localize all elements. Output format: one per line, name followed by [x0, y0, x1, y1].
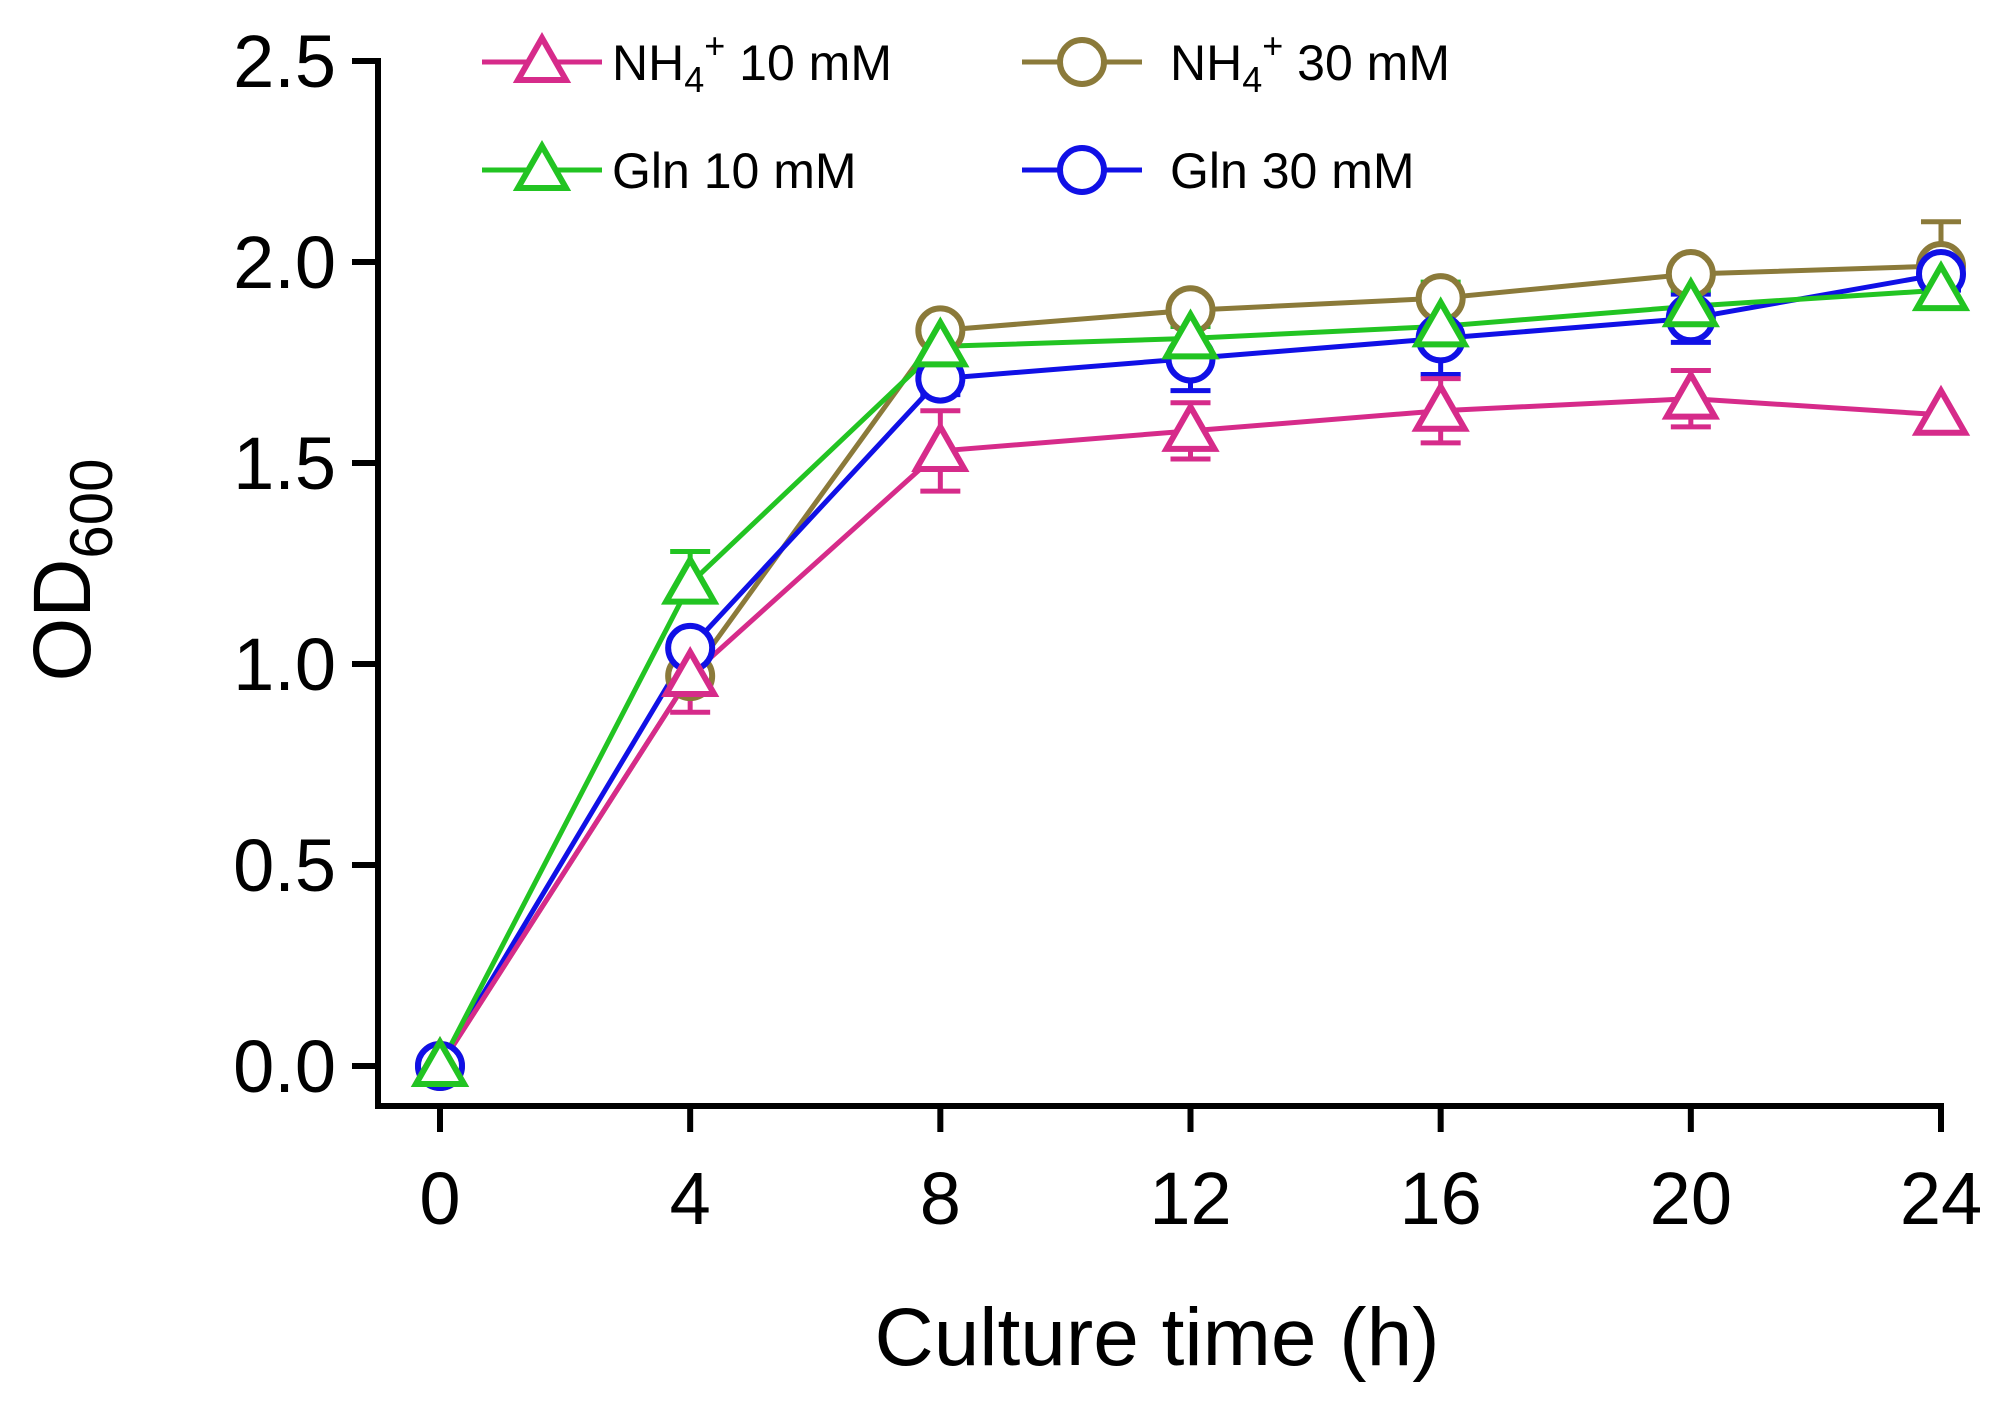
- legend-item: Gln 10 mM: [482, 139, 857, 199]
- legend-label-subscript: 4: [1242, 59, 1262, 100]
- data-point: [660, 553, 720, 605]
- data-point: [1911, 260, 1971, 312]
- legend-label: Gln 10 mM: [612, 143, 857, 199]
- legend-marker: [1057, 37, 1107, 87]
- legend-marker: [1057, 145, 1107, 195]
- x-tick-label: 16: [1400, 1157, 1482, 1240]
- legend-marker: [512, 139, 572, 191]
- legend-label-superscript: +: [704, 25, 725, 66]
- y-tick-label: 1.5: [233, 422, 336, 505]
- data-point: [1161, 308, 1220, 360]
- y-axis-title-main: OD: [17, 559, 108, 682]
- legend-label: NH4+ 30 mM: [1170, 25, 1450, 100]
- data-point: [1661, 276, 1721, 328]
- x-tick-label: 12: [1149, 1157, 1231, 1240]
- legend-label-subscript: 4: [684, 59, 704, 100]
- legend-item: NH4+ 10 mM: [482, 25, 892, 100]
- series-markers: [410, 241, 1971, 1091]
- x-tick-label: 0: [419, 1157, 460, 1240]
- legend-label-main: Gln 30 mM: [1170, 143, 1415, 199]
- data-point: [410, 1035, 470, 1087]
- legend-label: Gln 30 mM: [1170, 143, 1415, 199]
- data-point: [1411, 296, 1470, 348]
- axes: 0.0 0.5 1.0 1.5 2.0 2.5 0 4 8 12 16 20 24: [233, 20, 1982, 1240]
- data-point: [660, 646, 720, 698]
- x-tick-label: 8: [920, 1157, 961, 1240]
- y-tick-label: 0.0: [233, 1025, 336, 1108]
- legend-item: NH4+ 30 mM: [1022, 25, 1450, 100]
- y-tick-label: 2.5: [233, 20, 336, 103]
- data-point: [1411, 380, 1470, 432]
- y-tick-label: 1.0: [233, 623, 336, 706]
- legend-label: NH4+ 10 mM: [612, 25, 892, 100]
- data-point: [911, 420, 970, 472]
- data-point: [1911, 384, 1971, 436]
- legend-label-main: NH: [612, 35, 684, 91]
- data-point: [911, 316, 970, 368]
- x-tick-label: 4: [670, 1157, 711, 1240]
- y-axis-title: OD600: [17, 458, 125, 681]
- y-tick-label: 0.5: [233, 824, 336, 907]
- y-tick-label: 2.0: [233, 221, 336, 304]
- axis-titles: Culture time (h) OD600: [17, 458, 1440, 1383]
- legend-marker: [512, 31, 572, 83]
- legend-label-superscript: +: [1262, 25, 1283, 66]
- legend-label-rest: 10 mM: [725, 35, 892, 91]
- legend-item: Gln 30 mM: [1022, 143, 1415, 199]
- legend-label-main: Gln 10 mM: [612, 143, 857, 199]
- x-tick-label: 20: [1650, 1157, 1732, 1240]
- x-axis-title: Culture time (h): [874, 1292, 1439, 1383]
- error-bars: [670, 219, 1961, 715]
- series-line: [437, 396, 1942, 1068]
- data-point: [1161, 400, 1220, 452]
- legend-label-main: NH: [1170, 35, 1242, 91]
- y-axis-title-subscript: 600: [58, 458, 125, 558]
- legend-label-rest: 30 mM: [1283, 35, 1450, 91]
- x-tick-label: 24: [1900, 1157, 1982, 1240]
- data-point: [1661, 368, 1721, 420]
